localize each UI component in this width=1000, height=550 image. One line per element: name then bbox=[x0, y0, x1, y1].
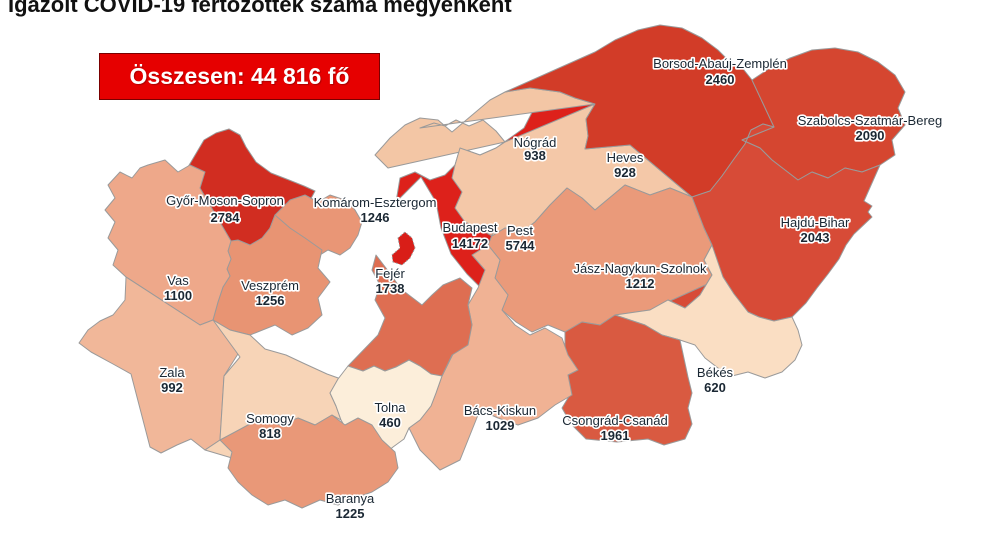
svg-text:Fejér: Fejér bbox=[375, 266, 405, 281]
svg-text:Pest: Pest bbox=[507, 223, 533, 238]
svg-text:460: 460 bbox=[379, 415, 401, 430]
svg-text:Komárom-Esztergom: Komárom-Esztergom bbox=[314, 195, 437, 210]
svg-text:1738: 1738 bbox=[376, 281, 405, 296]
svg-text:Hajdú-Bihar: Hajdú-Bihar bbox=[781, 215, 850, 230]
svg-text:Bács-Kiskun: Bács-Kiskun bbox=[464, 403, 536, 418]
svg-text:818: 818 bbox=[259, 426, 281, 441]
svg-text:2784: 2784 bbox=[211, 210, 241, 225]
svg-text:620: 620 bbox=[704, 380, 726, 395]
svg-text:Szabolcs-Szatmár-Bereg: Szabolcs-Szatmár-Bereg bbox=[798, 113, 943, 128]
svg-text:1225: 1225 bbox=[336, 506, 365, 521]
svg-text:14172: 14172 bbox=[452, 236, 488, 251]
svg-text:1961: 1961 bbox=[601, 428, 630, 443]
svg-text:938: 938 bbox=[524, 148, 546, 163]
svg-text:5744: 5744 bbox=[506, 238, 536, 253]
svg-text:Csongrád-Csanád: Csongrád-Csanád bbox=[562, 413, 668, 428]
svg-text:Vas: Vas bbox=[167, 273, 189, 288]
svg-text:1246: 1246 bbox=[361, 210, 390, 225]
svg-text:928: 928 bbox=[614, 165, 636, 180]
svg-text:Tolna: Tolna bbox=[374, 400, 406, 415]
svg-text:1029: 1029 bbox=[486, 418, 515, 433]
svg-text:Heves: Heves bbox=[607, 150, 644, 165]
svg-text:Baranya: Baranya bbox=[326, 491, 375, 506]
svg-text:Borsod-Abaúj-Zemplén: Borsod-Abaúj-Zemplén bbox=[653, 56, 787, 71]
svg-text:Jász-Nagykun-Szolnok: Jász-Nagykun-Szolnok bbox=[574, 261, 707, 276]
svg-text:992: 992 bbox=[161, 380, 183, 395]
svg-text:1100: 1100 bbox=[164, 288, 192, 303]
svg-text:2043: 2043 bbox=[801, 230, 830, 245]
svg-text:Veszprém: Veszprém bbox=[241, 278, 299, 293]
svg-text:2090: 2090 bbox=[856, 128, 885, 143]
svg-text:1212: 1212 bbox=[626, 276, 655, 291]
svg-text:Győr-Moson-Sopron: Győr-Moson-Sopron bbox=[166, 193, 284, 208]
svg-text:Békés: Békés bbox=[697, 365, 734, 380]
svg-text:Somogy: Somogy bbox=[246, 411, 294, 426]
svg-text:1256: 1256 bbox=[256, 293, 285, 308]
svg-text:Zala: Zala bbox=[159, 365, 185, 380]
svg-text:2460: 2460 bbox=[706, 72, 735, 87]
